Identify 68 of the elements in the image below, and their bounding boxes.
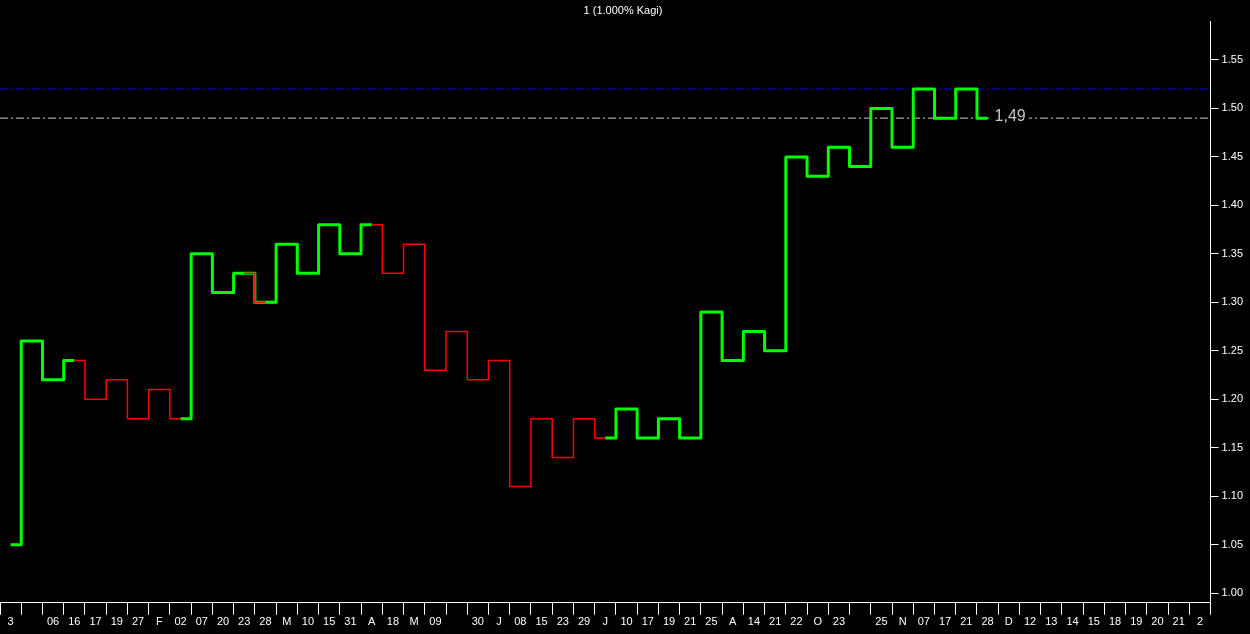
x-tick-label: O	[813, 615, 823, 628]
x-tick-label: 23	[832, 615, 846, 628]
chart-title: 1 (1.000% Kagi)	[583, 3, 663, 16]
x-tick-label: 13	[1045, 615, 1058, 628]
x-tick-label: J	[602, 615, 609, 628]
x-tick-label: 29	[577, 615, 591, 628]
y-tick-label: 1.05	[1221, 537, 1244, 550]
x-tick-label: 21	[1172, 615, 1185, 628]
y-tick-label: 1.25	[1221, 343, 1244, 356]
x-tick-label: 15	[535, 615, 548, 628]
x-tick-label: 19	[1130, 615, 1143, 628]
x-tick-label: 23	[556, 615, 569, 628]
x-tick-label: 14	[747, 615, 761, 628]
y-tick-label: 1.35	[1221, 246, 1244, 259]
x-tick-label: 07	[195, 615, 208, 628]
y-tick-label: 1.30	[1221, 295, 1244, 308]
x-tick-label: 2	[1196, 615, 1204, 628]
x-tick-label: M	[409, 615, 419, 628]
x-tick-label: 06	[46, 615, 60, 628]
x-tick-label: 31	[344, 615, 357, 628]
x-tick-label: 19	[662, 615, 676, 628]
y-tick-label: 1.45	[1221, 149, 1244, 162]
x-tick-label: 21	[960, 615, 973, 628]
x-tick-label: 15	[323, 615, 336, 628]
x-tick-label: 22	[790, 615, 803, 628]
x-tick-label: 20	[1151, 615, 1164, 628]
x-tick-label: 12	[1023, 615, 1037, 628]
x-tick-label: 21	[684, 615, 697, 628]
x-tick-label: 07	[917, 615, 930, 628]
x-tick-label: 17	[641, 615, 654, 628]
x-tick-label: 10	[620, 615, 633, 628]
x-tick-label: 28	[981, 615, 994, 628]
x-tick-label: 17	[89, 615, 102, 628]
x-tick-label: A	[368, 615, 376, 628]
x-tick-label: 28	[259, 615, 272, 628]
x-tick-label: 02	[174, 615, 187, 628]
x-tick-label: 20	[216, 615, 230, 628]
y-tick-label: 1.10	[1221, 489, 1244, 502]
x-tick-label: 16	[68, 615, 81, 628]
x-tick-label: 3	[7, 615, 14, 628]
y-tick-label: 1.15	[1221, 440, 1244, 453]
x-tick-label: J	[496, 615, 502, 628]
y-tick-label: 1.55	[1221, 53, 1244, 65]
y-tick-label: 1.00	[1221, 586, 1244, 599]
x-tick-label: 23	[238, 615, 251, 628]
x-tick-label: N	[898, 615, 907, 628]
x-tick-label: 08	[514, 615, 527, 628]
x-tick-label: 19	[110, 615, 123, 628]
x-tick-label: 09	[429, 615, 442, 628]
x-tick-label: F	[155, 615, 163, 628]
y-tick-label: 1.50	[1221, 101, 1244, 114]
x-tick-label: 25	[705, 615, 718, 628]
y-tick-label: 1.20	[1221, 392, 1244, 405]
x-tick-label: 15	[1087, 615, 1100, 628]
x-tick-label: 18	[386, 615, 400, 628]
y-tick-label: 1.40	[1221, 198, 1244, 211]
x-tick-label: 10	[301, 615, 315, 628]
x-tick-label: 17	[938, 615, 952, 628]
x-tick-label: 25	[875, 615, 888, 628]
x-tick-label: A	[729, 615, 738, 628]
x-tick-label: D	[1004, 615, 1013, 628]
ref-line-label: 1,49	[994, 106, 1026, 124]
x-tick-label: 30	[471, 615, 484, 628]
x-tick-label: 14	[1066, 615, 1079, 628]
x-tick-label: M	[282, 615, 292, 628]
x-tick-label: 21	[769, 615, 782, 628]
x-tick-label: 27	[131, 615, 145, 628]
x-tick-label: 18	[1108, 615, 1122, 628]
